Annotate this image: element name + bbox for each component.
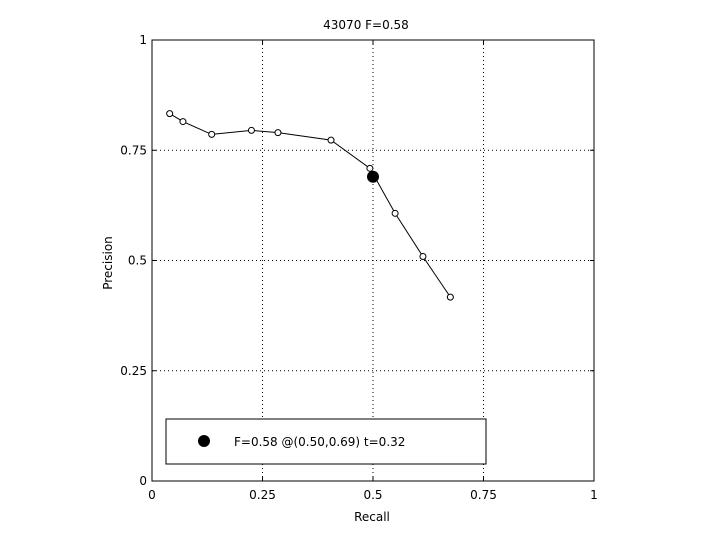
legend-label: F=0.58 @(0.50,0.69) t=0.32 bbox=[234, 435, 405, 449]
series-line bbox=[169, 113, 451, 298]
data-point bbox=[208, 130, 216, 138]
y-axis-label: Precision bbox=[101, 236, 115, 290]
data-point bbox=[166, 110, 174, 118]
y-tick-label: 0.25 bbox=[120, 364, 147, 378]
grid-lines bbox=[152, 40, 594, 481]
x-axis-label: Recall bbox=[354, 510, 390, 524]
data-point bbox=[274, 129, 282, 137]
data-point bbox=[419, 253, 427, 261]
x-tick-label: 0 bbox=[148, 488, 156, 502]
data-point bbox=[366, 164, 374, 172]
data-point bbox=[247, 126, 255, 134]
legend-marker bbox=[198, 435, 210, 447]
legend-box bbox=[165, 418, 487, 465]
chart-title: 43070 F=0.58 bbox=[323, 18, 409, 32]
x-tick-label: 0.5 bbox=[363, 488, 382, 502]
data-series bbox=[166, 110, 454, 301]
data-point bbox=[179, 118, 187, 126]
data-point bbox=[327, 136, 335, 144]
y-tick-label: 1 bbox=[139, 33, 147, 47]
data-point bbox=[391, 209, 399, 217]
legend: F=0.58 @(0.50,0.69) t=0.32 bbox=[165, 418, 487, 465]
best-f-point bbox=[367, 170, 379, 183]
y-tick-label: 0 bbox=[139, 474, 147, 488]
axis-ticks: 0 0.25 0.5 0.75 1 0 0.25 0.5 0.75 1 bbox=[120, 33, 598, 502]
y-tick-label: 0.5 bbox=[128, 254, 147, 268]
x-tick-label: 0.25 bbox=[249, 488, 276, 502]
x-tick-label: 0.75 bbox=[470, 488, 497, 502]
x-tick-label: 1 bbox=[590, 488, 598, 502]
y-tick-label: 0.75 bbox=[120, 143, 147, 157]
data-point bbox=[446, 293, 454, 301]
